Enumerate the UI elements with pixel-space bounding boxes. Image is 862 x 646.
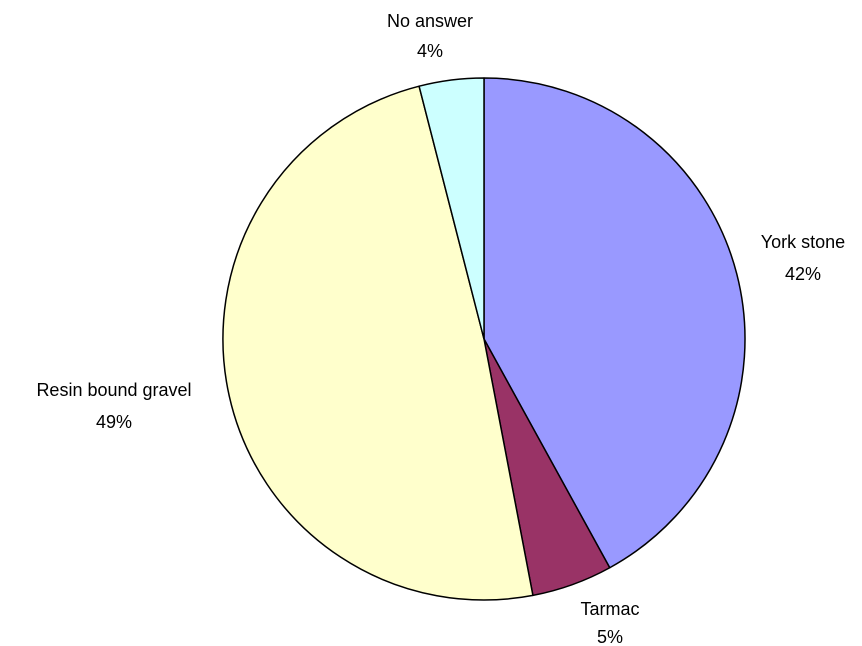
slice-percent-tarmac: 5% — [597, 627, 623, 646]
pie-slice-no-answer — [418, 77, 485, 340]
slice-label-york-stone: York stone — [761, 232, 845, 252]
slice-percent-resin-bound-gravel: 49% — [96, 412, 132, 432]
pie-slice-york-stone — [483, 77, 746, 569]
slice-percent-no-answer: 4% — [417, 41, 443, 61]
slice-label-tarmac: Tarmac — [580, 599, 639, 619]
pie-labels: York stone 42% Tarmac 5% Resin bound gravel 4… — [36, 11, 845, 646]
pie-slices — [222, 77, 746, 601]
slice-percent-york-stone: 42% — [785, 264, 821, 284]
slice-label-no-answer: No answer — [387, 11, 473, 31]
slice-label-resin-bound-gravel: Resin bound gravel — [36, 380, 191, 400]
pie-slice-resin-bound-gravel — [222, 85, 534, 601]
